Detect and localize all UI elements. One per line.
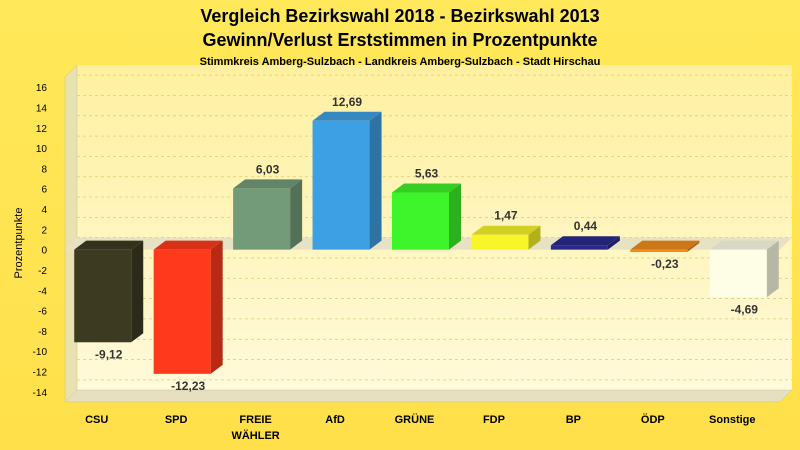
bar-spd — [153, 240, 223, 374]
bar-front — [471, 234, 529, 250]
y-tick-label: 16 — [36, 83, 48, 94]
chart-title: Vergleich Bezirkswahl 2018 - Bezirkswahl… — [200, 6, 599, 26]
y-tick-label: 12 — [36, 124, 48, 135]
bar-side — [290, 179, 303, 250]
bar-top — [392, 183, 461, 193]
y-axis-label: Prozentpunkte — [13, 208, 25, 279]
bar-front — [74, 249, 132, 343]
y-tick-label: 4 — [41, 205, 47, 216]
bar-side — [528, 225, 541, 250]
bar-side — [766, 240, 779, 298]
category-label: AfD — [325, 414, 345, 426]
y-tick-label: -6 — [38, 307, 47, 318]
y-tick-label: 14 — [36, 103, 48, 114]
bar-side — [607, 236, 620, 250]
bar-sonstige — [709, 240, 779, 298]
category-labels: CSU SPD FREIE WÄHLER AfD GRÜNE FDP BP ÖDP Sonstig… — [85, 413, 755, 442]
y-tick-label: -4 — [38, 286, 47, 297]
bar-top — [153, 240, 223, 250]
y-tick-label: -10 — [33, 347, 48, 358]
bar-top — [74, 240, 144, 250]
y-tick-label: 10 — [36, 144, 48, 155]
bar-side — [449, 183, 461, 250]
value-label: 5,63 — [415, 166, 439, 180]
bar-front — [550, 245, 608, 250]
left-wall — [64, 64, 78, 403]
bar-top — [550, 236, 620, 246]
y-tick-label: 0 — [41, 246, 47, 257]
bar-front — [709, 249, 767, 298]
category-label: SPD — [165, 414, 188, 426]
bar-bp — [550, 236, 620, 250]
grid-lines — [77, 74, 792, 381]
value-label: -0,23 — [651, 257, 679, 271]
y-tick-label: 8 — [41, 164, 47, 175]
bars — [74, 111, 779, 374]
bar-side — [687, 240, 700, 252]
bar-freie — [233, 179, 303, 250]
bar-top — [709, 240, 779, 250]
bar-ödp — [630, 240, 700, 252]
bar-top — [312, 111, 382, 121]
bar-top — [471, 225, 541, 235]
bar-top — [630, 240, 700, 250]
value-label: 0,44 — [574, 219, 598, 233]
y-tick-label: 2 — [41, 225, 47, 236]
category-label: CSU — [85, 414, 108, 426]
y-tick-label: -14 — [33, 388, 48, 399]
value-label: -12,23 — [171, 379, 205, 393]
value-label: -9,12 — [95, 347, 123, 361]
bar-side — [131, 240, 144, 343]
bar-side — [369, 111, 382, 250]
bar-afd — [312, 111, 382, 250]
value-label: -4,69 — [731, 302, 759, 316]
chart-subtitle: Gewinn/Verlust Erststimmen in Prozentpun… — [202, 30, 597, 50]
bar-front — [312, 120, 370, 250]
value-labels: -9,12 -12,23 6,03 12,69 5,63 1,47 0,44 -0,23 -4,… — [95, 95, 758, 393]
bar-top — [233, 179, 303, 189]
category-label: GRÜNE — [395, 413, 435, 426]
y-tick-label: -12 — [33, 368, 48, 379]
floor — [64, 389, 793, 403]
bar-grüne — [392, 183, 461, 250]
y-tick-label: 6 — [41, 185, 47, 196]
category-label: Sonstige — [709, 414, 755, 426]
chart-subtitle-secondary: Stimmkreis Amberg-Sulzbach - Landkreis A… — [200, 56, 601, 68]
y-axis-ticks: 16 14 12 10 8 6 4 2 0 -2 -4 -6 -8 -10 -12 -14 — [33, 83, 48, 399]
value-label: 1,47 — [494, 209, 518, 223]
category-label: FDP — [483, 414, 505, 426]
category-label: BP — [566, 414, 581, 426]
value-label: 6,03 — [256, 162, 280, 176]
y-tick-label: -8 — [38, 327, 47, 338]
bar-side — [210, 240, 223, 374]
category-label: ÖDP — [641, 413, 665, 426]
bar-fdp — [471, 225, 541, 250]
y-tick-label: -2 — [38, 266, 47, 277]
bar-front — [233, 188, 291, 250]
bar-front — [630, 249, 688, 252]
bar-front — [153, 249, 211, 374]
category-label: FREIE — [239, 414, 271, 426]
value-label: 12,69 — [332, 95, 362, 109]
bar-front — [392, 192, 449, 250]
category-label-line2: WÄHLER — [231, 429, 279, 442]
bar-csu — [74, 240, 144, 343]
